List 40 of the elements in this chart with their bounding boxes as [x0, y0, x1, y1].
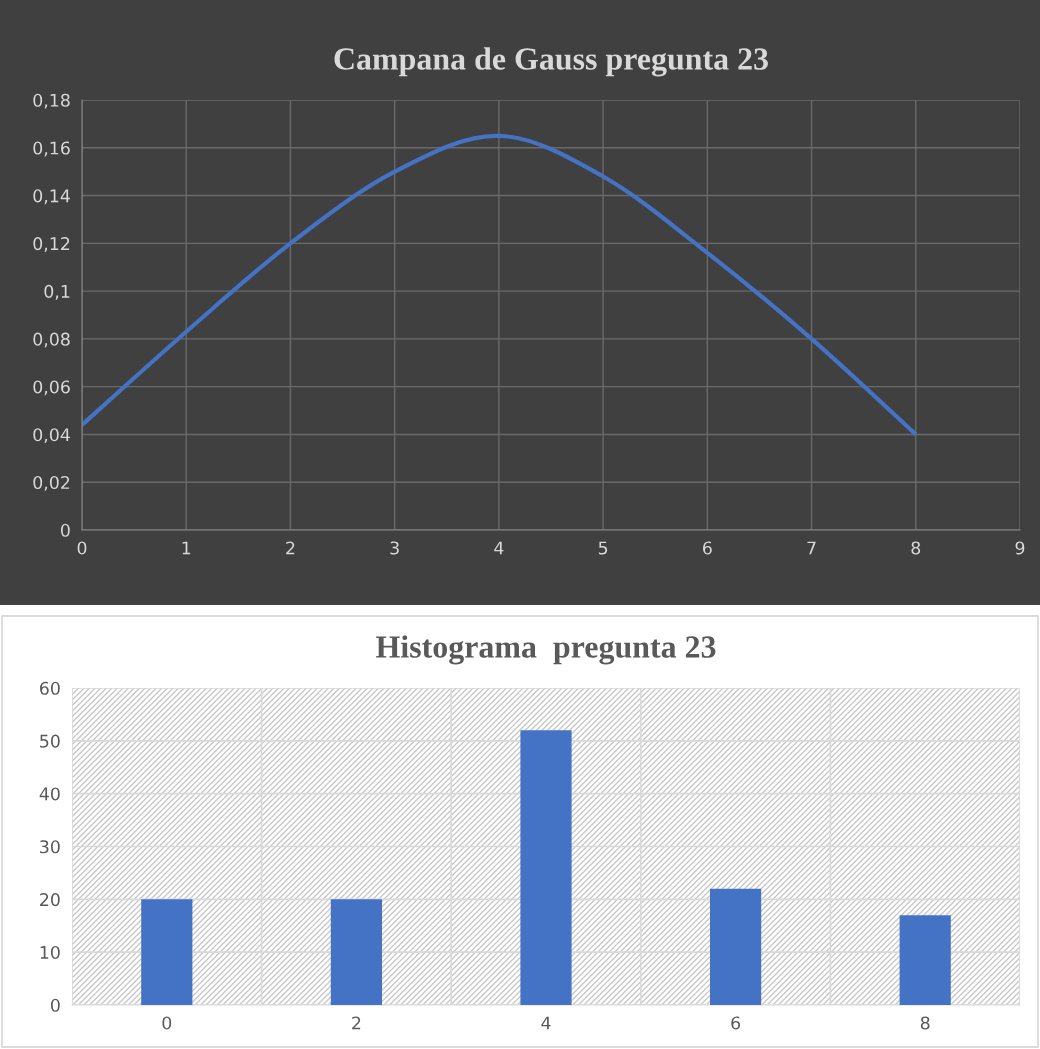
x-tick-label: 8	[920, 1016, 930, 1030]
x-tick-label: 2	[352, 1016, 361, 1030]
bar	[899, 915, 951, 1005]
y-tick-label: 20	[40, 893, 60, 907]
y-tick-label: 0,08	[33, 332, 70, 348]
bar	[520, 730, 572, 1005]
x-tick-label: 1	[182, 541, 191, 555]
bar	[330, 899, 382, 1005]
x-tick-label: 0	[162, 1016, 172, 1030]
y-tick-label: 0,16	[33, 141, 70, 157]
x-tick-label: 3	[390, 541, 399, 555]
y-tick-label: 0,1	[44, 284, 70, 300]
y-tick-label: 0,02	[33, 475, 70, 491]
x-tick-label: 9	[1015, 541, 1025, 555]
y-tick-label: 0,06	[33, 380, 70, 396]
y-tick-label: 30	[40, 840, 60, 854]
y-tick-label: 0	[50, 998, 60, 1012]
y-tick-label: 10	[40, 945, 60, 960]
x-tick-label: 4	[541, 1016, 551, 1030]
y-tick-label: 0,12	[33, 237, 70, 252]
y-tick-label: 50	[40, 734, 60, 748]
x-tick-label: 0	[77, 541, 87, 555]
y-tick-label: 0,04	[33, 428, 70, 444]
chart-title: Histograma pregunta 23	[376, 635, 716, 665]
y-tick-label: 0,14	[33, 189, 70, 205]
x-tick-label: 6	[703, 541, 712, 555]
x-tick-label: 5	[598, 541, 608, 555]
x-tick-label: 6	[731, 1016, 741, 1030]
x-tick-label: 7	[807, 541, 816, 555]
line-series	[82, 133, 918, 437]
x-tick-label: 4	[494, 541, 504, 555]
bar	[141, 899, 193, 1005]
y-tick-label: 40	[39, 787, 60, 801]
y-tick-label: 0	[60, 523, 70, 537]
y-tick-label: 60	[40, 681, 60, 695]
y-tick-label: 0,18	[33, 93, 70, 109]
x-tick-label: 8	[911, 541, 921, 555]
chart-title: Campana de Gauss pregunta 23	[334, 47, 768, 77]
x-tick-label: 2	[286, 541, 295, 555]
bar	[710, 888, 762, 1005]
